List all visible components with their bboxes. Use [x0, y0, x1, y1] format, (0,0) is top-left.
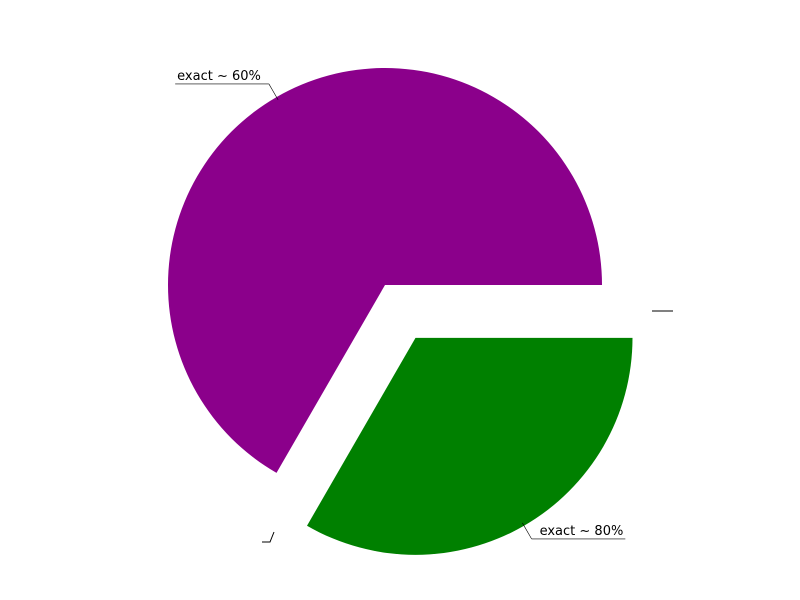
pie-labels: exact ~ 60% exact ~ 80% [175, 69, 673, 543]
stray-tick-bottom [262, 531, 275, 543]
slice-label-2: exact ~ 80% [540, 524, 624, 539]
pie-slice-2 [307, 337, 633, 555]
leader-line-1 [268, 83, 279, 101]
pie-slice-1 [168, 68, 602, 473]
leader-line-2 [522, 522, 532, 540]
pie-slices [168, 68, 633, 555]
slice-label-1: exact ~ 60% [177, 69, 261, 84]
